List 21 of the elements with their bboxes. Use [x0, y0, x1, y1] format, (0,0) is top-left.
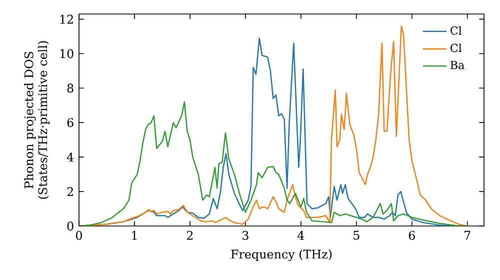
x-tick-label: 5 [354, 230, 360, 240]
x-tick-label: 3 [242, 230, 248, 240]
x-tick-label: 0 [76, 230, 82, 240]
legend-label: Cl [450, 26, 462, 35]
y-tick-label: 0 [67, 222, 74, 231]
x-tick-label: 6 [408, 230, 415, 240]
y-tick-label: 6 [67, 118, 74, 128]
x-tick-label: 4 [298, 230, 304, 240]
y-tick-label: 2 [67, 187, 73, 196]
line-series [79, 101, 468, 226]
legend-label: Cl [450, 44, 462, 52]
x-tick-label: 1 [132, 230, 137, 240]
x-axis-title: Frequency (THz) [231, 249, 332, 262]
legend-label: Ba [450, 60, 464, 70]
y-tick-label: 8 [67, 84, 74, 93]
y-tick-label: 12 [60, 14, 73, 24]
y-tick-label: 10 [60, 49, 74, 58]
x-tick-label: 7 [464, 230, 470, 240]
y-tick-label: 4 [66, 152, 74, 162]
y-axis-title: Phonon projected DOS (States/THz·primitive cell) [24, 41, 50, 199]
x-tick-label: 2 [186, 230, 193, 240]
